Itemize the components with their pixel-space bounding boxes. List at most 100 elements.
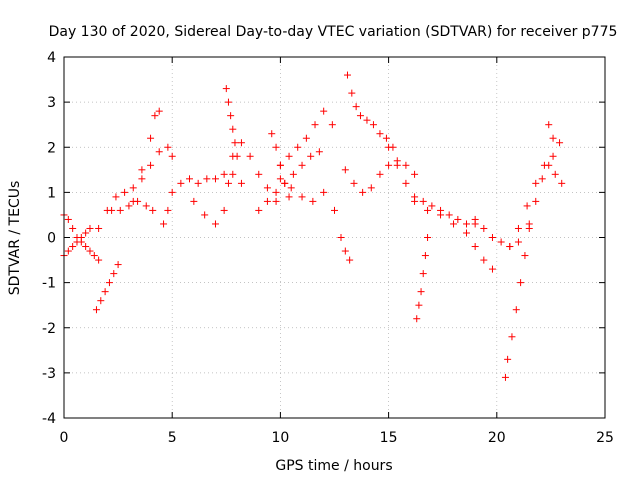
data-point [147,161,155,169]
data-point [311,121,319,129]
data-point [155,107,163,115]
data-point [108,206,116,214]
data-point [532,179,540,187]
data-point [237,179,245,187]
data-point [64,215,72,223]
data-point [138,166,146,174]
data-point [419,197,427,205]
data-point [287,184,295,192]
x-tick-label: 0 [60,430,69,446]
data-point [450,220,458,228]
data-point [538,175,546,183]
data-point [129,184,137,192]
data-point [263,197,271,205]
data-point [281,179,289,187]
data-point [328,121,336,129]
data-point [343,71,351,79]
data-point [168,152,176,160]
data-point [112,193,120,201]
data-point [224,179,232,187]
x-tick-label: 25 [596,430,614,446]
data-point [341,247,349,255]
y-axis-label: SDTVAR / TECUs [7,181,23,296]
chart-title: Day 130 of 2020, Sidereal Day-to-day VTE… [49,24,618,40]
data-point [521,252,529,260]
data-point [276,175,284,183]
data-point [320,107,328,115]
data-point [263,184,271,192]
data-point [237,139,245,147]
data-point [233,152,241,160]
data-point [73,238,81,246]
data-point [501,373,509,381]
data-point [480,256,488,264]
data-point [352,103,360,111]
data-points [60,71,566,381]
data-point [348,89,356,97]
y-tick-label: -2 [42,321,56,337]
data-point [194,179,202,187]
data-point [164,206,172,214]
data-point [385,143,393,151]
data-point [411,170,419,178]
data-point [186,175,194,183]
data-point [504,355,512,363]
data-point [97,297,105,305]
data-point [419,270,427,278]
data-point [272,197,280,205]
data-point [294,143,302,151]
data-point [369,121,377,129]
data-point [227,112,235,120]
data-point [64,247,72,255]
data-point [272,143,280,151]
data-point [86,224,94,232]
x-tick-label: 20 [488,430,506,446]
data-point [558,179,566,187]
data-point [121,188,129,196]
data-point [393,161,401,169]
plot-frame [63,56,606,419]
data-point [471,243,479,251]
data-point [110,270,118,278]
data-point [428,202,436,210]
data-point [231,139,239,147]
y-tick-label: 2 [47,140,56,156]
data-point [164,143,172,151]
axis-ticks: -4 -3 -2 -1 0 1 2 3 4 0 5 10 15 20 25 [42,50,614,446]
data-point [402,179,410,187]
data-point [376,170,384,178]
data-point [417,288,425,296]
data-point [346,256,354,264]
data-point [320,188,328,196]
data-point [147,134,155,142]
data-point [331,206,338,214]
y-tick-label: -1 [42,276,56,292]
data-point [437,211,445,219]
data-point [255,206,263,214]
data-point [142,202,150,210]
data-point [341,166,349,174]
data-point [488,234,496,241]
data-point [272,188,280,196]
data-point [350,179,358,187]
data-point [382,134,390,142]
data-point [356,112,364,120]
data-point [506,243,514,251]
y-tick-label: -4 [42,411,56,427]
data-point [424,206,432,214]
data-point [155,148,163,156]
data-point [413,315,421,323]
data-point [151,112,159,120]
data-point [367,184,375,192]
y-tick-label: 0 [47,231,56,247]
data-point [276,161,284,169]
data-point [385,161,393,169]
data-point [551,170,559,178]
data-point [523,202,531,210]
data-point [549,134,557,142]
data-point [203,175,211,183]
data-point [289,170,297,178]
data-point [376,130,384,138]
data-point [285,193,293,201]
data-point [116,206,124,214]
